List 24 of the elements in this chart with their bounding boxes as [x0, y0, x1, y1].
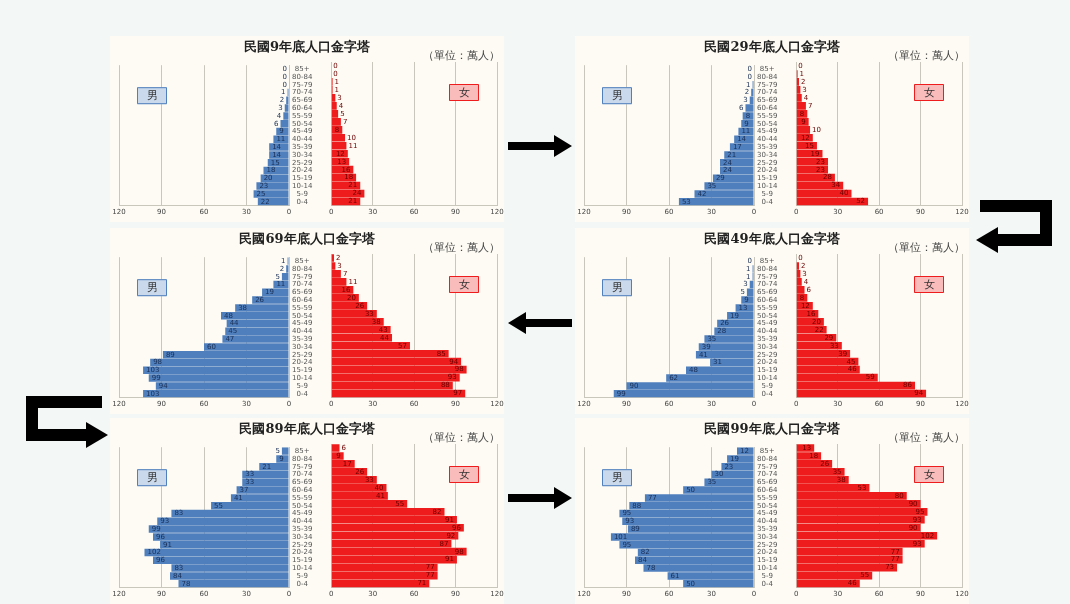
chart-title: 民國89年底人口金字塔: [239, 421, 375, 436]
text: 男: [611, 281, 623, 295]
text: 女: [923, 277, 935, 291]
annotation: （單位：萬人）: [888, 240, 965, 255]
chart-title: 民國99年底人口金字塔: [704, 421, 840, 436]
annotation: （單位：萬人）: [423, 48, 500, 63]
chart-title: 民國69年底人口金字塔: [239, 231, 375, 246]
text: 女: [458, 277, 470, 291]
text: 女: [458, 467, 470, 481]
text: 男: [611, 89, 623, 103]
series-label: 女: [923, 467, 935, 481]
text: 女: [458, 85, 470, 99]
annotation: （單位：萬人）: [888, 48, 965, 63]
series-label: 男: [611, 471, 623, 485]
annotation: （單位：萬人）: [888, 430, 965, 445]
text: 男: [146, 89, 158, 103]
text: 男: [146, 281, 158, 295]
chart-title: 民國49年底人口金字塔: [704, 231, 840, 246]
annotation: （單位：萬人）: [423, 240, 500, 255]
text: 男: [146, 471, 158, 485]
text: 女: [923, 85, 935, 99]
chart-title: 民國29年底人口金字塔: [704, 39, 840, 54]
annotation: （單位：萬人）: [423, 430, 500, 445]
chart-title: 民國9年底人口金字塔: [243, 39, 371, 54]
